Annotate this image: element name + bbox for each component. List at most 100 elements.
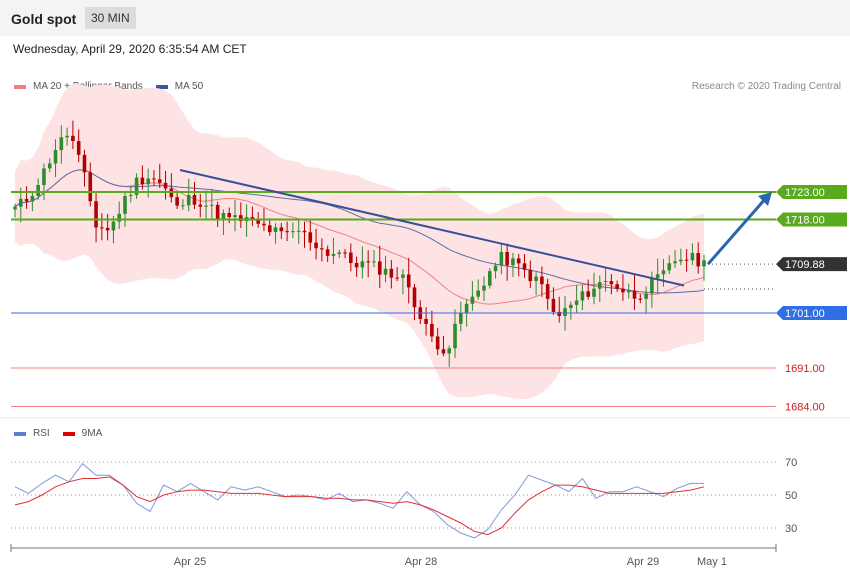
moving-average-layer xyxy=(14,169,705,305)
candle-body xyxy=(632,290,637,299)
bollinger-layer xyxy=(15,83,704,400)
candle-body xyxy=(24,198,29,202)
trendline-layer xyxy=(179,169,772,287)
candle-body xyxy=(262,223,266,226)
candle-body xyxy=(82,154,87,173)
candle-body xyxy=(441,349,446,354)
candle-body xyxy=(314,242,318,249)
legend-item-rsi: RSI xyxy=(14,428,50,439)
timeframe-badge[interactable]: 30 MIN xyxy=(85,7,136,29)
legend-ma20-label: MA 20 + Bollinger Bands xyxy=(33,81,143,92)
rsi-tick-label: 70 xyxy=(785,457,797,469)
candle-body xyxy=(343,252,347,254)
candle-body xyxy=(192,194,197,205)
candle-body xyxy=(111,221,116,231)
last-price-tag-label: 1709.88 xyxy=(785,259,825,271)
candle-body xyxy=(239,215,243,222)
candle-body xyxy=(644,293,648,299)
rsi-9ma-line xyxy=(14,476,705,536)
candle-body xyxy=(673,261,677,264)
candle-body xyxy=(105,227,110,231)
candle-body xyxy=(71,135,75,142)
candle-body xyxy=(256,219,260,224)
candle-body xyxy=(702,260,706,267)
candle-body xyxy=(563,308,567,316)
candle-body xyxy=(383,268,388,275)
rsi-swatch xyxy=(14,431,26,436)
candle-body xyxy=(679,259,683,262)
candlestick-layer xyxy=(13,120,706,367)
candle-body xyxy=(204,205,208,207)
time-axis-tick-label: May 1 xyxy=(697,556,727,568)
bearish-trendline xyxy=(179,169,685,287)
candle-body xyxy=(476,290,480,297)
candle-body xyxy=(360,261,365,268)
candle-body xyxy=(487,271,492,286)
candle-body xyxy=(638,298,643,300)
candle-body xyxy=(696,252,701,267)
candle-body xyxy=(557,311,562,316)
candle-body xyxy=(534,276,538,282)
candle-body xyxy=(18,198,23,207)
candle-body xyxy=(140,177,145,185)
candle-body xyxy=(499,252,504,266)
candle-body xyxy=(146,178,150,185)
candle-body xyxy=(210,204,214,206)
rsi-legend: RSI 9MA xyxy=(14,428,115,439)
support-tag-label: 1701.00 xyxy=(785,308,825,320)
resistance-tag xyxy=(776,212,847,227)
rsi-ma-swatch xyxy=(62,431,75,436)
candle-body xyxy=(325,249,330,256)
candle-body xyxy=(198,204,203,207)
candle-body xyxy=(76,141,81,155)
candle-body xyxy=(302,230,307,233)
candle-body xyxy=(30,196,35,202)
candle-body xyxy=(134,177,139,196)
candle-body xyxy=(377,261,382,275)
candle-body xyxy=(690,252,695,261)
time-axis-tick-label: Apr 29 xyxy=(627,556,659,568)
candle-body xyxy=(320,248,324,250)
candle-body xyxy=(545,284,550,299)
candle-body xyxy=(569,304,573,309)
candle-body xyxy=(123,196,127,214)
candle-body xyxy=(296,230,301,232)
candle-body xyxy=(221,212,226,220)
rsi-layer: 30 50 70 xyxy=(11,457,797,539)
time-axis-tick-label: Apr 28 xyxy=(405,556,437,568)
support-level-label: 1684.00 xyxy=(785,402,825,414)
candle-body xyxy=(152,178,156,180)
candle-body xyxy=(661,270,666,275)
candle-body xyxy=(285,231,289,233)
time-axis-tick-label: Apr 25 xyxy=(174,556,206,568)
candle-body xyxy=(13,206,17,210)
candle-body xyxy=(94,201,98,228)
candle-body xyxy=(586,291,591,297)
legend-rsi-label: RSI xyxy=(33,428,50,439)
resistance-tag-label: 1723.00 xyxy=(785,187,825,199)
ma20-swatch xyxy=(14,84,26,89)
legend-item-9ma: 9MA xyxy=(62,428,102,439)
candle-body xyxy=(650,278,654,294)
candle-body xyxy=(424,318,428,324)
candle-body xyxy=(505,252,509,266)
legend-item-ma20: MA 20 + Bollinger Bands xyxy=(14,81,143,92)
candle-body xyxy=(215,204,220,220)
candle-body xyxy=(88,172,93,202)
time-axis-layer: Apr 25 Apr 28 Apr 29 May 1 xyxy=(10,544,777,568)
candle-body xyxy=(528,269,533,282)
levels-layer: 1723.00 1718.00 1709.88 1701.00 1691.00 1684.… xyxy=(11,185,847,414)
candle-body xyxy=(511,258,515,266)
support-tag xyxy=(776,306,847,320)
candle-body xyxy=(291,231,295,233)
candle-body xyxy=(53,150,58,164)
candle-body xyxy=(482,285,486,291)
header-bar: Gold spot 30 MIN xyxy=(0,0,850,36)
candle-body xyxy=(279,227,284,232)
candle-body xyxy=(100,227,104,229)
bollinger-band-area xyxy=(15,83,704,400)
candle-body xyxy=(157,179,162,183)
candle-body xyxy=(551,298,556,312)
candle-body xyxy=(609,281,614,285)
candle-body xyxy=(470,296,475,304)
